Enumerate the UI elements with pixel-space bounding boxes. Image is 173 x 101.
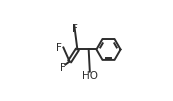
- Text: F: F: [56, 43, 62, 53]
- Text: F: F: [60, 63, 66, 73]
- Text: F: F: [72, 24, 78, 34]
- Text: HO: HO: [82, 71, 98, 81]
